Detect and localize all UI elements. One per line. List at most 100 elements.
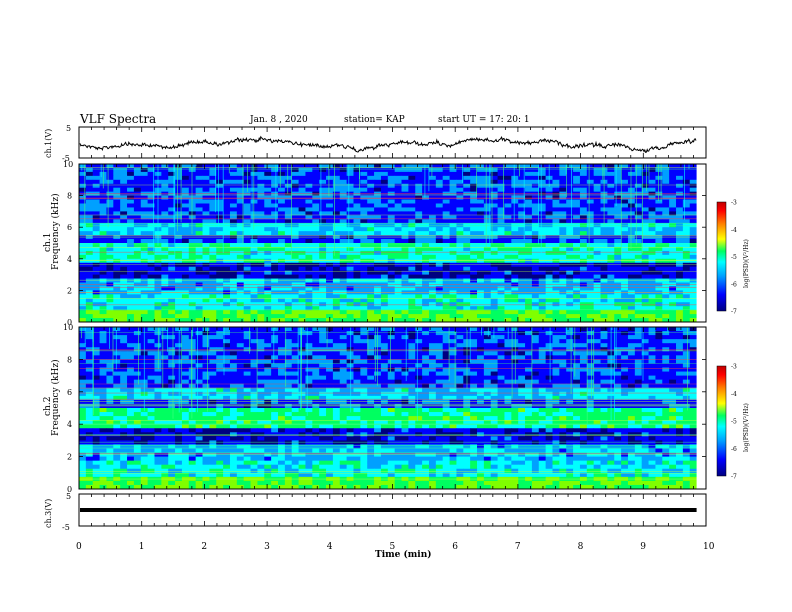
spectrogram-cell: [634, 239, 643, 244]
spectrogram-cell: [99, 278, 107, 283]
spectrogram-cell: [497, 355, 505, 360]
spectrogram-cell: [243, 306, 251, 311]
spectrogram-cell: [106, 331, 114, 336]
spectrogram-cell: [380, 164, 389, 169]
spectrogram-cell: [552, 223, 560, 228]
spectrogram-cell: [401, 246, 409, 252]
spectrogram-cell: [99, 359, 107, 364]
spectrogram-cell: [442, 318, 450, 323]
spectrogram-cell: [648, 359, 656, 364]
spectrogram-cell: [470, 270, 478, 275]
spectrogram-cell: [552, 219, 560, 224]
spectrogram-cell: [92, 298, 100, 303]
spectrogram-cell: [559, 239, 567, 244]
spectrogram-cell: [133, 203, 142, 208]
spectrogram-cell: [181, 179, 190, 185]
spectrogram-cell: [573, 331, 581, 336]
spectrogram-cell: [490, 243, 498, 248]
spectrogram-cell: [120, 231, 128, 236]
spectrogram-cell: [593, 306, 601, 311]
spectrogram-cell: [627, 187, 636, 193]
spectrogram-cell: [648, 219, 656, 224]
spectrogram-cell: [374, 266, 382, 272]
spectrogram-cell: [147, 262, 155, 268]
spectrogram-cell: [168, 227, 176, 232]
spectrogram-cell: [339, 223, 348, 228]
spectrogram-cell: [463, 318, 471, 323]
spectrogram-cell: [353, 355, 361, 360]
spectrogram-cell: [305, 371, 313, 376]
spectrogram-cell: [408, 331, 416, 336]
spectrogram-cell: [579, 179, 588, 185]
spectrogram-cell: [600, 314, 608, 319]
spectrogram-cell: [662, 183, 670, 189]
colorbar-ticklabel: -4: [731, 227, 737, 234]
spectrogram-cell: [367, 286, 375, 291]
spectrogram-cell: [243, 327, 251, 332]
spectrogram-cell: [408, 167, 416, 173]
spectrogram-cell: [99, 243, 107, 248]
spectrogram-cell: [175, 243, 183, 248]
spectrogram-cell: [428, 363, 437, 368]
spectrogram-cell: [401, 207, 409, 212]
spectrogram-cell: [655, 302, 663, 307]
date-label: Jan. 8 , 2020: [249, 115, 308, 125]
spectrogram-cell: [223, 239, 231, 244]
spectrogram-cell: [497, 183, 505, 189]
spectrogram-cell: [367, 274, 375, 279]
spectrogram-cell: [209, 211, 217, 216]
spectrogram-cell: [442, 246, 450, 252]
spectrogram-cell: [641, 355, 649, 360]
spectrogram-cell: [538, 207, 547, 212]
spectrogram-cell: [188, 183, 197, 189]
spectrogram-cell: [463, 223, 471, 228]
spectrogram-cell: [312, 199, 320, 204]
spectrogram-cell: [559, 351, 567, 356]
spectrogram-cell: [586, 183, 595, 189]
spectrogram-cell: [634, 314, 643, 319]
spectrogram-cell: [676, 310, 684, 315]
spectrogram-cell: [669, 294, 677, 299]
spectrogram-cell: [243, 250, 251, 256]
spectrogram-cell: [367, 266, 375, 272]
spectrogram-cell: [504, 219, 512, 224]
spectrogram-cell: [394, 246, 402, 252]
spectrogram-cell: [648, 258, 656, 264]
spectrogram-cell: [305, 355, 313, 360]
spectrogram-cell: [662, 266, 670, 272]
spectrogram-cell: [92, 199, 100, 204]
spectrogram-cell: [188, 246, 197, 252]
spectrogram-cell: [168, 207, 176, 212]
spectrogram-cell: [634, 223, 643, 228]
spectrogram-cell: [614, 331, 622, 336]
spectrogram-cell: [195, 286, 203, 291]
spectrogram-cell: [401, 211, 409, 216]
spectrogram-cell: [271, 211, 279, 216]
spectrogram-cell: [552, 164, 560, 169]
spectrogram-cell: [449, 363, 457, 368]
spectrogram-cell: [85, 294, 94, 299]
spectrogram-cell: [113, 239, 121, 244]
spectrogram-cell: [689, 343, 697, 348]
spectrogram-cell: [676, 327, 684, 332]
spectrogram-cell: [319, 363, 327, 368]
spectrogram-cell: [648, 167, 656, 173]
spectrogram-cell: [531, 203, 540, 208]
spectrogram-cell: [456, 258, 464, 264]
spectrogram-cell: [85, 254, 94, 260]
spectrogram-cell: [470, 327, 478, 332]
spectrogram-cell: [326, 227, 334, 232]
spectrogram-cell: [593, 278, 601, 283]
spectrogram-cell: [504, 262, 512, 268]
spectrogram-cell: [250, 314, 258, 319]
spectrogram-cell: [161, 286, 169, 291]
spectrogram-cell: [346, 286, 354, 291]
spectrogram-cell: [552, 286, 560, 291]
spectrogram-cell: [593, 167, 601, 173]
spectrogram-cell: [689, 266, 697, 272]
spectrogram-cell: [682, 359, 691, 364]
spectrogram-cell: [566, 262, 574, 268]
spectrogram-cell: [298, 231, 306, 236]
spectrogram-cell: [85, 243, 94, 248]
spectrogram-cell: [449, 314, 457, 319]
